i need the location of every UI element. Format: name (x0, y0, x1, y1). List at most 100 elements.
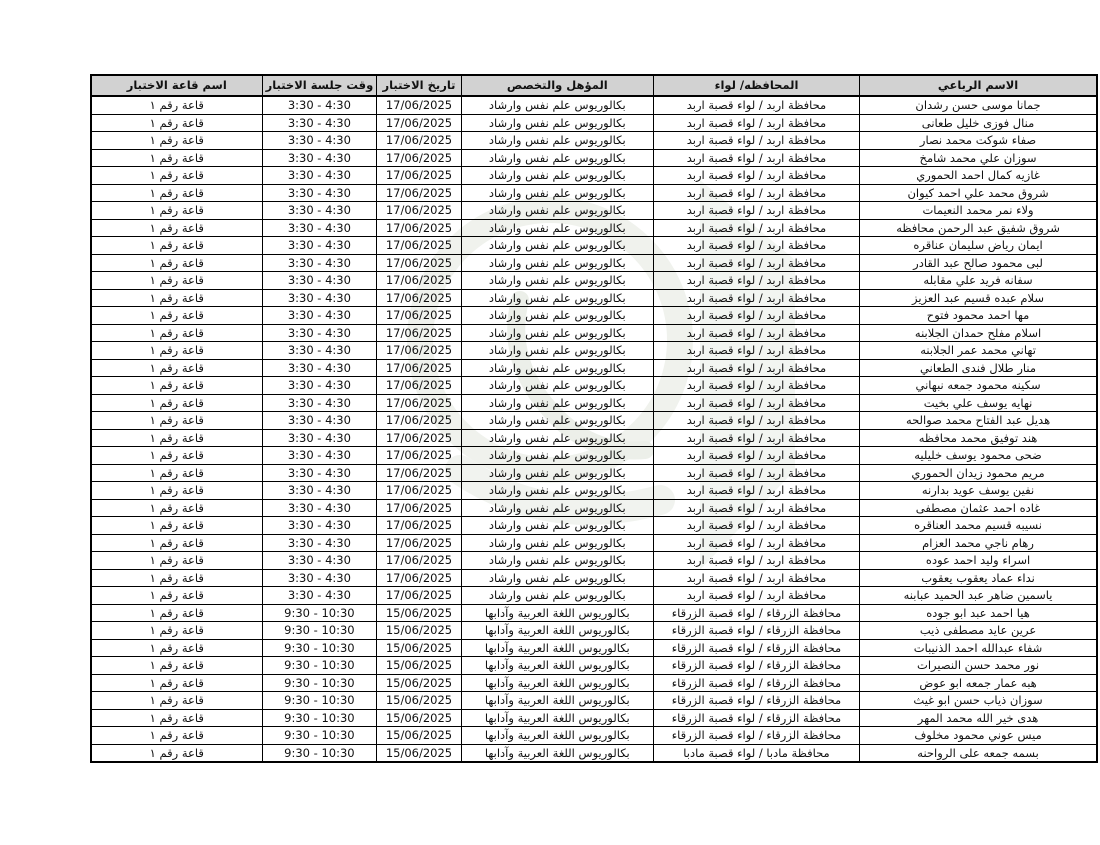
table-row: منال فوزى خليل طعانى محافظة اربد / لواء ق… (90, 113, 1098, 132)
cell-qualification: بكالوريوس علم نفس وارشاد (460, 586, 654, 605)
cell-qualification: بكالوريوس اللغة العربية وآدابها (460, 621, 654, 640)
cell-hall: قاعة رقم ١ (90, 411, 263, 430)
table-row: اسراء وليد احمد عوده محافظة اربد / لواء ق… (90, 551, 1098, 570)
cell-time: 3:30 - 4:30 (261, 218, 378, 237)
column-header-qualification: المؤهل والتخصص (460, 74, 654, 97)
table-row: نسيبه قسيم محمد العناقره محافظة اربد / لو… (90, 516, 1098, 535)
cell-governorate: محافظة اربد / لواء قصبة اربد (652, 166, 861, 185)
cell-time: 3:30 - 4:30 (261, 253, 378, 272)
cell-name: سلام عبده قسيم عبد العزيز (859, 288, 1098, 307)
cell-time: 3:30 - 4:30 (261, 236, 378, 255)
cell-name: هند توفيق محمد محافظه (859, 428, 1098, 447)
cell-hall: قاعة رقم ١ (90, 743, 263, 763)
cell-governorate: محافظة اربد / لواء قصبة اربد (652, 568, 861, 587)
cell-name: هيا احمد عبد ابو جوده (859, 603, 1098, 622)
cell-time: 3:30 - 4:30 (261, 306, 378, 325)
cell-qualification: بكالوريوس اللغة العربية وآدابها (460, 673, 654, 692)
cell-name: نور محمد حسن النصيرات (859, 656, 1098, 675)
cell-time: 3:30 - 4:30 (261, 586, 378, 605)
cell-qualification: بكالوريوس علم نفس وارشاد (460, 201, 654, 220)
cell-governorate: محافظة اربد / لواء قصبة اربد (652, 446, 861, 465)
table-row: صفاء شوكت محمد نصار محافظة اربد / لواء قص… (90, 131, 1098, 150)
table-row: نهايه يوسف علي بخيت محافظة اربد / لواء قص… (90, 393, 1098, 412)
cell-hall: قاعة رقم ١ (90, 638, 263, 657)
cell-governorate: محافظة الزرقاء / لواء قصبة الزرقاء (652, 726, 861, 745)
table-row: ولاء نمر محمد النعيمات محافظة اربد / لواء… (90, 201, 1098, 220)
cell-governorate: محافظة اربد / لواء قصبة اربد (652, 288, 861, 307)
cell-date: 17/06/2025 (376, 271, 462, 290)
cell-hall: قاعة رقم ١ (90, 236, 263, 255)
cell-governorate: محافظة اربد / لواء قصبة اربد (652, 411, 861, 430)
cell-time: 3:30 - 4:30 (261, 411, 378, 430)
cell-qualification: بكالوريوس علم نفس وارشاد (460, 166, 654, 185)
table-row: نفين يوسف عويد بدارنه محافظة اربد / لواء … (90, 481, 1098, 500)
cell-hall: قاعة رقم ١ (90, 95, 263, 115)
cell-name: ميس عوني محمود مخلوف (859, 726, 1098, 745)
cell-time: 3:30 - 4:30 (261, 533, 378, 552)
cell-hall: قاعة رقم ١ (90, 463, 263, 482)
cell-qualification: بكالوريوس علم نفس وارشاد (460, 95, 654, 115)
cell-qualification: بكالوريوس علم نفس وارشاد (460, 253, 654, 272)
cell-time: 3:30 - 4:30 (261, 358, 378, 377)
cell-hall: قاعة رقم ١ (90, 586, 263, 605)
cell-name: سفانه فريد علي مقابله (859, 271, 1098, 290)
cell-governorate: محافظة الزرقاء / لواء قصبة الزرقاء (652, 603, 861, 622)
cell-time: 3:30 - 4:30 (261, 95, 378, 115)
cell-date: 17/06/2025 (376, 341, 462, 360)
cell-hall: قاعة رقم ١ (90, 446, 263, 465)
table-body: جمانا موسى حسن رشدان محافظة اربد / لواء ق… (90, 95, 1098, 763)
cell-qualification: بكالوريوس اللغة العربية وآدابها (460, 743, 654, 763)
table-row: هيا احمد عبد ابو جوده محافظة الزرقاء / لو… (90, 603, 1098, 622)
table-row: شروق محمد علي احمد كيوان محافظة اربد / لو… (90, 183, 1098, 202)
cell-qualification: بكالوريوس علم نفس وارشاد (460, 428, 654, 447)
cell-time: 9:30 - 10:30 (261, 691, 378, 710)
cell-qualification: بكالوريوس علم نفس وارشاد (460, 218, 654, 237)
cell-name: هدى خير الله محمد المهر (859, 708, 1098, 727)
cell-date: 15/06/2025 (376, 726, 462, 745)
cell-name: منال فوزى خليل طعانى (859, 113, 1098, 132)
cell-name: ولاء نمر محمد النعيمات (859, 201, 1098, 220)
table-row: هند توفيق محمد محافظه محافظة اربد / لواء … (90, 428, 1098, 447)
cell-time: 9:30 - 10:30 (261, 726, 378, 745)
cell-qualification: بكالوريوس علم نفس وارشاد (460, 306, 654, 325)
cell-hall: قاعة رقم ١ (90, 551, 263, 570)
cell-date: 17/06/2025 (376, 95, 462, 115)
cell-time: 9:30 - 10:30 (261, 603, 378, 622)
cell-time: 3:30 - 4:30 (261, 446, 378, 465)
cell-hall: قاعة رقم ١ (90, 288, 263, 307)
table-row: نور محمد حسن النصيرات محافظة الزرقاء / لو… (90, 656, 1098, 675)
table-row: اسلام مفلح حمدان الجلابنه محافظة اربد / ل… (90, 323, 1098, 342)
cell-time: 3:30 - 4:30 (261, 516, 378, 535)
cell-date: 17/06/2025 (376, 288, 462, 307)
cell-name: مها احمد محمود فتوح (859, 306, 1098, 325)
cell-name: لبى محمود صالح عبد القادر (859, 253, 1098, 272)
cell-name: بسمه جمعه على الرواحنه (859, 743, 1098, 763)
table-row: سكينه محمود جمعه نبهاني محافظة اربد / لوا… (90, 376, 1098, 395)
cell-hall: قاعة رقم ١ (90, 673, 263, 692)
cell-qualification: بكالوريوس علم نفس وارشاد (460, 358, 654, 377)
cell-date: 17/06/2025 (376, 358, 462, 377)
exam-schedule-table: الاسم الرباعي المحافظه/ لواء المؤهل والتخص… (90, 74, 1098, 763)
cell-date: 17/06/2025 (376, 113, 462, 132)
cell-date: 15/06/2025 (376, 656, 462, 675)
table-row: لبى محمود صالح عبد القادر محافظة اربد / ل… (90, 253, 1098, 272)
cell-qualification: بكالوريوس علم نفس وارشاد (460, 131, 654, 150)
table-row: ضحى محمود يوسف خليليه محافظة اربد / لواء … (90, 446, 1098, 465)
cell-date: 17/06/2025 (376, 393, 462, 412)
cell-governorate: محافظة اربد / لواء قصبة اربد (652, 183, 861, 202)
cell-governorate: محافظة اربد / لواء قصبة اربد (652, 341, 861, 360)
cell-date: 15/06/2025 (376, 673, 462, 692)
cell-hall: قاعة رقم ١ (90, 306, 263, 325)
cell-name: نهايه يوسف علي بخيت (859, 393, 1098, 412)
cell-time: 9:30 - 10:30 (261, 743, 378, 763)
cell-name: ايمان رياض سليمان عناقره (859, 236, 1098, 255)
cell-date: 17/06/2025 (376, 131, 462, 150)
table-row: جمانا موسى حسن رشدان محافظة اربد / لواء ق… (90, 95, 1098, 115)
cell-governorate: محافظة اربد / لواء قصبة اربد (652, 481, 861, 500)
cell-time: 9:30 - 10:30 (261, 656, 378, 675)
cell-hall: قاعة رقم ١ (90, 376, 263, 395)
table-row: غازيه كمال احمد الحموري محافظة اربد / لوا… (90, 166, 1098, 185)
cell-name: اسلام مفلح حمدان الجلابنه (859, 323, 1098, 342)
cell-time: 3:30 - 4:30 (261, 166, 378, 185)
cell-governorate: محافظة اربد / لواء قصبة اربد (652, 95, 861, 115)
